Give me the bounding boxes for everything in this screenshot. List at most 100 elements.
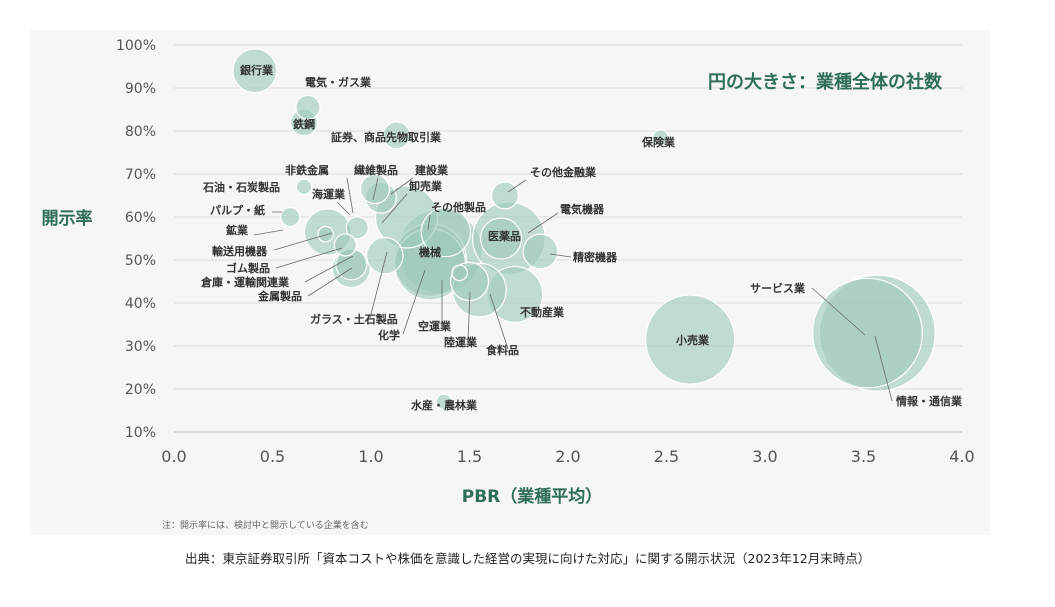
bubble [522,233,559,270]
x-tick-label: 3.0 [752,447,777,466]
x-tick-label: 3.5 [851,447,876,466]
footnote: 注：開示率には、検討中と開示している企業を含む [162,519,369,531]
leader-line [527,212,559,234]
x-tick-label: 1.5 [457,447,482,466]
bubble-label: 石油・石炭製品 [202,180,280,194]
bubble [812,277,923,389]
y-tick-label: 50% [125,253,156,269]
bubbles-layer [232,48,936,411]
gridlines [174,44,962,433]
x-tick-label: 1.0 [358,447,383,466]
bubble-label: 建設業 [415,163,449,177]
bubble-label: 精密機器 [573,250,618,264]
leader-line [390,177,414,195]
bubble-label: 海運業 [312,187,346,201]
bubble-label: 電気機器 [560,202,605,216]
bubble-label: 小売業 [675,333,710,347]
bubble-label: 輸送用機器 [212,244,268,258]
bubble [359,173,391,205]
x-tick-label: 0.5 [260,447,285,466]
bubble-label: 不動産業 [520,305,565,319]
bubble [295,94,321,120]
leader-line [402,269,426,335]
bubble [435,393,453,411]
y-tick-label: 40% [125,296,156,312]
bubble-label: その他金融業 [530,165,597,179]
bubble-label: パルプ・紙 [210,203,265,217]
bubble [490,181,519,210]
bubble-label: 電気・ガス業 [305,75,372,89]
leader-line [273,232,333,251]
y-tick-label: 60% [125,210,156,226]
leader-lines [253,177,893,402]
leader-line [275,247,343,269]
bubble [652,129,669,146]
bubble-label: ゴム製品 [226,261,270,275]
bubble-label: 倉庫・運輸関連業 [200,275,290,289]
bubble-label: 鉄鋼 [293,117,315,131]
bubble-label: 鉱業 [226,223,249,237]
bubble-label: 銀行業 [240,63,274,77]
bubble-label: 繊維製品 [354,163,398,177]
leader-line [381,193,408,224]
y-tick-label: 100% [116,38,156,54]
chart-title: 円の大きさ：業種全体の社数 [708,71,943,93]
y-tick-label: 20% [125,382,156,398]
bubble-label: 機械 [419,245,441,259]
bubble [645,294,736,385]
leader-line [549,253,572,258]
bubble [382,121,411,150]
x-axis-label: PBR（業種平均） [462,486,603,507]
bubble [420,206,471,258]
y-tick-label: 30% [125,339,156,355]
bubble-label: 保険業 [641,135,676,149]
leader-line [307,267,353,297]
bubble-label: サービス業 [750,281,806,295]
leader-line [467,291,471,342]
bubble [317,225,334,243]
y-tick-label: 10% [125,425,156,441]
chart-panel: 銀行業電気・ガス業鉄鋼証券、商品先物取引業 保険業その他金融業 非鉄金属 繊維製品石油… [30,30,990,535]
leader-line [489,293,509,350]
bubble [333,233,357,257]
y-tick-label: 90% [125,81,156,97]
leader-line [427,214,431,231]
leader-line [336,201,351,216]
leader-line [507,179,527,193]
bubble-label: 金属製品 [257,289,302,303]
leader-line [346,177,354,214]
bubble-label: その他製品 [431,200,486,214]
bubble [479,217,523,260]
bubble-label: 食料品 [486,343,519,357]
bubble [365,236,404,275]
axes: 10% 20% 30% 40% 50% 60% 70% 80% 90% 100% 0.0 0.5 1.0… [116,38,975,466]
bubble [280,206,301,228]
bubble-label: 化学 [378,328,400,342]
leader-line [372,177,379,201]
bubble-label: 陸運業 [444,335,478,349]
leader-line [369,251,388,319]
x-tick-label: 0.0 [161,447,186,466]
y-tick-label: 70% [125,167,156,183]
bubble [451,264,468,282]
bubble-label: ガラス・土石製品 [310,312,398,326]
bubble-label: 情報・通信業 [896,394,963,408]
bubble-label: 水産・農林業 [411,398,478,412]
y-tick-label: 80% [125,124,156,140]
bubble-label: 非鉄金属 [285,163,329,177]
x-tick-label: 4.0 [949,447,974,466]
source-citation: 出典：東京証券取引所「資本コストや株価を意識した経営の実現に向けた対応」に関する… [185,551,871,566]
leader-line [253,229,284,236]
leader-line [874,335,893,402]
leader-line [304,255,354,283]
bubble [295,178,313,196]
bubble-label: 証券、商品先物取引業 [331,130,442,144]
x-tick-label: 2.5 [654,447,679,466]
y-axis-label: 開示率 [42,208,93,229]
leader-line [811,287,866,336]
bubble [232,48,278,94]
bubble-label: 卸売業 [409,179,443,193]
bubble-label: 空運業 [418,319,452,333]
